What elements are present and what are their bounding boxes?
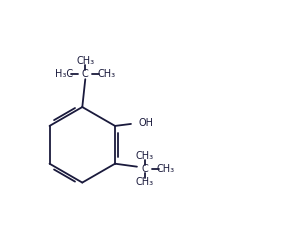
Text: CH₃: CH₃ bbox=[157, 164, 175, 174]
Text: OH: OH bbox=[139, 118, 154, 128]
Text: C: C bbox=[82, 69, 89, 79]
Text: H₃C: H₃C bbox=[55, 69, 74, 79]
Text: CH₃: CH₃ bbox=[136, 151, 154, 161]
Text: CH₃: CH₃ bbox=[76, 56, 94, 66]
Text: CH₃: CH₃ bbox=[136, 177, 154, 187]
Text: C: C bbox=[142, 164, 148, 174]
Text: CH₃: CH₃ bbox=[97, 69, 115, 79]
